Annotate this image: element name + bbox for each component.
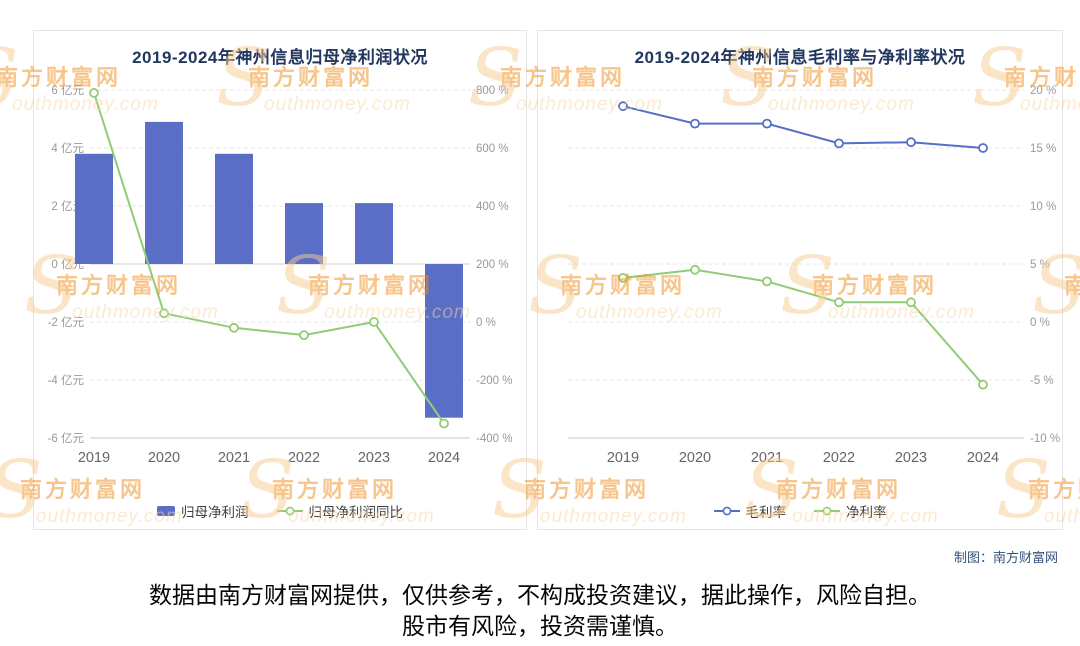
chart-credit: 制图：南方财富网 — [953, 550, 1058, 565]
legend-label-gross-margin: 毛利率 — [745, 505, 787, 520]
legend-label-net-profit: 归母净利润 — [181, 505, 249, 520]
series-point — [690, 264, 700, 275]
margin-chart-title: 2019-2024年神州信息毛利率与净利率状况 — [634, 48, 966, 67]
net-profit-chart-panel: 2019-2024年神州信息归母净利润状况 6 亿元 4 亿元 2 亿元 0 亿元 -2… — [33, 30, 527, 530]
bar-series-legend-icon — [157, 506, 175, 516]
left-axis-tick-label: -2 亿元 — [48, 316, 85, 329]
legend-label-net-profit-yoy: 归母净利润同比 — [308, 505, 404, 520]
category-label: 2023 — [358, 450, 390, 466]
series-point — [978, 143, 988, 153]
series-point — [690, 118, 700, 129]
right-axis-tick-label: 10 % — [1030, 201, 1056, 213]
watermark-initial: S — [0, 38, 19, 118]
left-axis-tick-label: 4 亿元 — [51, 142, 84, 155]
series-point — [834, 138, 844, 149]
legend-item-net-profit-yoy[interactable]: 归母净利润同比 — [276, 501, 404, 521]
line-series-legend-icon — [713, 506, 740, 516]
net-profit-chart-legend: 归母净利润 归母净利润同比 — [34, 501, 526, 521]
series-point — [906, 297, 916, 308]
disclaimer-line-2: 股市有风险，投资需谨慎。 — [402, 613, 678, 640]
series-point — [229, 322, 239, 333]
series-point — [978, 379, 988, 390]
series-point — [762, 276, 772, 287]
line-series-legend-icon — [814, 506, 840, 516]
category-label: 2022 — [288, 450, 320, 466]
category-label: 2019 — [607, 450, 639, 466]
series-point — [159, 308, 169, 319]
series-line — [622, 268, 984, 386]
series-line — [93, 92, 445, 425]
series-point — [89, 87, 99, 98]
series-point — [618, 272, 628, 283]
right-axis-tick-label: -200 % — [476, 375, 512, 387]
bar — [285, 203, 323, 264]
legend-item-net-margin[interactable]: 净利率 — [814, 501, 887, 521]
right-axis-tick-label: 15 % — [1030, 143, 1056, 155]
legend-item-gross-margin[interactable]: 毛利率 — [713, 501, 787, 521]
right-axis-tick-label: 800 % — [476, 85, 509, 97]
bar — [425, 264, 463, 418]
category-label: 2021 — [218, 450, 250, 466]
left-axis-tick-label: 6 亿元 — [51, 84, 84, 97]
net-profit-chart-title: 2019-2024年神州信息归母净利润状况 — [132, 48, 428, 67]
disclaimer-line-1: 数据由南方财富网提供，仅供参考，不构成投资建议，据此操作，风险自担。 — [149, 582, 931, 608]
series-point — [762, 118, 772, 129]
right-axis-tick-label: -5 % — [1030, 375, 1054, 387]
category-label: 2022 — [823, 450, 855, 466]
right-axis-tick-label: 0 % — [476, 317, 496, 329]
series-point — [834, 297, 844, 308]
right-axis-tick-label: 600 % — [476, 143, 509, 155]
series-point — [906, 137, 916, 148]
series-line — [622, 105, 984, 149]
disclaimer: 数据由南方财富网提供，仅供参考，不构成投资建议，据此操作，风险自担。 股市有风险… — [0, 580, 1080, 642]
margin-chart-panel: 2019-2024年神州信息毛利率与净利率状况 20 % 15 % 10 % 5 % 0… — [537, 30, 1063, 530]
right-axis-tick-label: 0 % — [1030, 317, 1050, 329]
line-series-legend-icon — [276, 506, 303, 516]
right-axis-tick-label: -400 % — [476, 433, 512, 445]
right-axis-tick-label: -10 % — [1030, 433, 1060, 445]
right-axis-tick-label: 5 % — [1030, 259, 1050, 271]
category-label: 2023 — [895, 450, 927, 466]
series-point — [369, 317, 379, 327]
category-label: 2021 — [751, 450, 783, 466]
series-point — [439, 418, 449, 429]
right-axis-tick-label: 200 % — [476, 259, 509, 271]
category-label: 2020 — [679, 450, 711, 466]
left-axis-tick-label: -4 亿元 — [48, 374, 85, 387]
bar — [215, 153, 253, 264]
left-axis-tick-label: -6 亿元 — [48, 432, 85, 445]
bar — [145, 121, 183, 265]
right-axis-tick-label: 400 % — [476, 201, 509, 213]
series-point — [618, 101, 628, 112]
bar — [355, 203, 393, 264]
category-label: 2024 — [967, 450, 999, 466]
category-label: 2024 — [428, 450, 460, 466]
bar — [75, 153, 113, 264]
margin-chart-plot: 20 % 15 % 10 % 5 % 0 % -5 % -10 % 2019 2020 2021 2… — [568, 85, 1060, 466]
category-label: 2019 — [78, 450, 110, 466]
legend-label-net-margin: 净利率 — [846, 505, 887, 520]
series-point — [299, 330, 309, 341]
legend-item-net-profit[interactable]: 归母净利润 — [157, 501, 249, 521]
margin-chart-legend: 毛利率 净利率 — [538, 501, 1062, 521]
category-label: 2020 — [148, 450, 180, 466]
watermark-brand: 南方财富网 — [1064, 273, 1080, 298]
right-axis-tick-label: 20 % — [1030, 85, 1056, 97]
